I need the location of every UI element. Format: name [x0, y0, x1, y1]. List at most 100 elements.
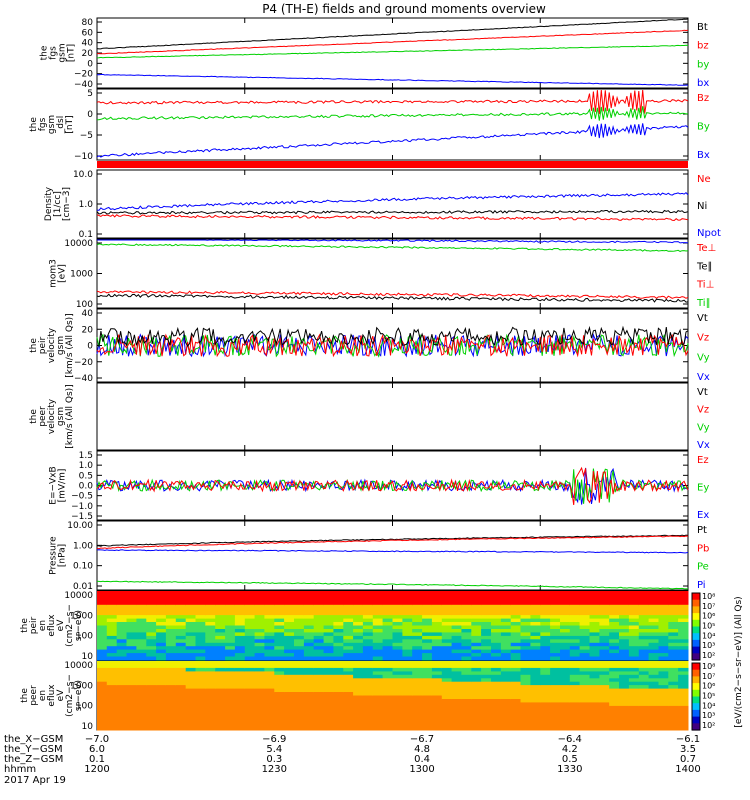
spectrogram-cell	[481, 594, 492, 599]
spectrogram-cell	[165, 681, 177, 686]
spectrogram-cell	[638, 597, 650, 602]
spectrogram-cell	[481, 692, 492, 696]
spectrogram-cell	[106, 639, 118, 644]
spectrogram-cell	[609, 594, 620, 599]
spectrogram-cell	[569, 656, 581, 661]
spectrogram-cell	[294, 649, 305, 654]
spectrogram-cell	[205, 702, 216, 707]
spectrogram-cell	[422, 608, 433, 613]
spectrogram-cell	[244, 726, 256, 731]
spectrogram-cell	[481, 591, 492, 595]
spectrogram-cell	[333, 681, 344, 686]
spectrogram-cell	[471, 723, 482, 728]
spectrogram-cell	[441, 646, 453, 651]
colorbar-segment	[692, 599, 700, 603]
spectrogram-cell	[156, 608, 167, 613]
spectrogram-cell	[116, 671, 128, 676]
spectrogram-cell	[609, 709, 620, 714]
spectrogram-cell	[648, 716, 659, 721]
spectrogram-cell	[422, 699, 433, 703]
spectrogram-cell	[146, 615, 157, 620]
spectrogram-cell	[491, 699, 502, 703]
spectrogram-cell	[500, 685, 512, 690]
spectrogram-cell	[422, 629, 433, 633]
spectrogram-cell	[156, 661, 167, 665]
y-tick-label: −40	[74, 80, 93, 90]
spectrogram-cell	[668, 642, 679, 647]
spectrogram-cell	[599, 664, 610, 669]
colorbar-segment	[692, 606, 700, 610]
spectrogram-cell	[569, 685, 581, 690]
spectrogram-cell	[274, 594, 285, 599]
spectrogram-cell	[333, 594, 344, 599]
spectrogram-cell	[500, 615, 512, 620]
spectrogram-cell	[678, 642, 689, 647]
spectrogram-cell	[402, 653, 413, 658]
spectrogram-cell	[225, 716, 236, 721]
spectrogram-cell	[648, 712, 659, 717]
spectrogram-cell	[195, 674, 206, 679]
spectrogram-cell	[461, 678, 472, 683]
spectrogram-cell	[136, 671, 147, 676]
spectrogram-cell	[165, 661, 177, 665]
spectrogram-cell	[156, 692, 167, 696]
panel-frame	[96, 382, 689, 451]
spectrogram-cell	[175, 667, 187, 672]
spectrogram-cell	[353, 618, 364, 623]
series-Ni	[96, 209, 689, 215]
spectrogram-cell	[353, 674, 364, 679]
colorbar-segment	[692, 601, 700, 605]
spectrogram-cell	[97, 635, 108, 640]
spectrogram-cell	[491, 716, 502, 721]
spectrogram-cell	[313, 685, 325, 690]
spectrogram-cell	[500, 601, 512, 606]
spectrogram-cell	[619, 674, 630, 679]
spectrogram-cell	[599, 681, 610, 686]
y-axis-label: Pressure	[49, 536, 59, 575]
spectrogram-cell	[402, 699, 413, 703]
spectrogram-cell	[97, 712, 108, 717]
spectrogram-cell	[412, 615, 423, 620]
spectrogram-cell	[303, 699, 315, 703]
spectrogram-cell	[294, 646, 305, 651]
spectrogram-cell	[353, 608, 364, 613]
spectrogram-cell	[294, 611, 305, 616]
spectrogram-cell	[648, 656, 659, 661]
spectrogram-cell	[156, 688, 167, 693]
spectrogram-cell	[274, 625, 285, 630]
spectrogram-cell	[412, 629, 423, 633]
spectrogram-cell	[451, 611, 462, 616]
spectrogram-cell	[136, 667, 147, 672]
colorbar-segment	[692, 727, 700, 731]
spectrogram-cell	[313, 712, 325, 717]
y-axis-label: [eV]	[58, 264, 68, 283]
spectrogram-cell	[165, 608, 177, 613]
spectrogram-cell	[658, 716, 669, 721]
spectrogram-cell	[628, 671, 640, 676]
y-axis-label: [nT]	[67, 44, 77, 62]
spectrogram-cell	[589, 597, 600, 602]
spectrogram-cell	[412, 622, 423, 626]
spectrogram-cell	[638, 667, 650, 672]
spectrogram-cell	[402, 591, 413, 595]
spectrogram-cell	[392, 594, 403, 599]
spectrogram-cell	[136, 591, 147, 595]
spectrogram-cell	[461, 723, 472, 728]
spectrogram-cell	[234, 664, 246, 669]
spectrogram-cell	[175, 681, 187, 686]
spectrogram-cell	[146, 671, 157, 676]
spectrogram-cell	[550, 681, 561, 686]
spectrogram-cell	[195, 719, 206, 724]
spectrogram-cell	[362, 597, 374, 602]
spectrogram-cell	[185, 594, 197, 599]
spectrogram-cell	[195, 695, 206, 700]
spectrogram-cell	[481, 726, 492, 731]
legend-entry: bx	[697, 78, 709, 89]
spectrogram-cell	[97, 649, 108, 654]
spectrogram-cell	[215, 604, 226, 609]
spectrogram-cell	[333, 625, 344, 630]
spectrogram-cell	[165, 678, 177, 683]
spectrogram-cell	[579, 635, 590, 640]
spectrogram-cell	[126, 639, 137, 644]
spectrogram-cell	[609, 656, 620, 661]
